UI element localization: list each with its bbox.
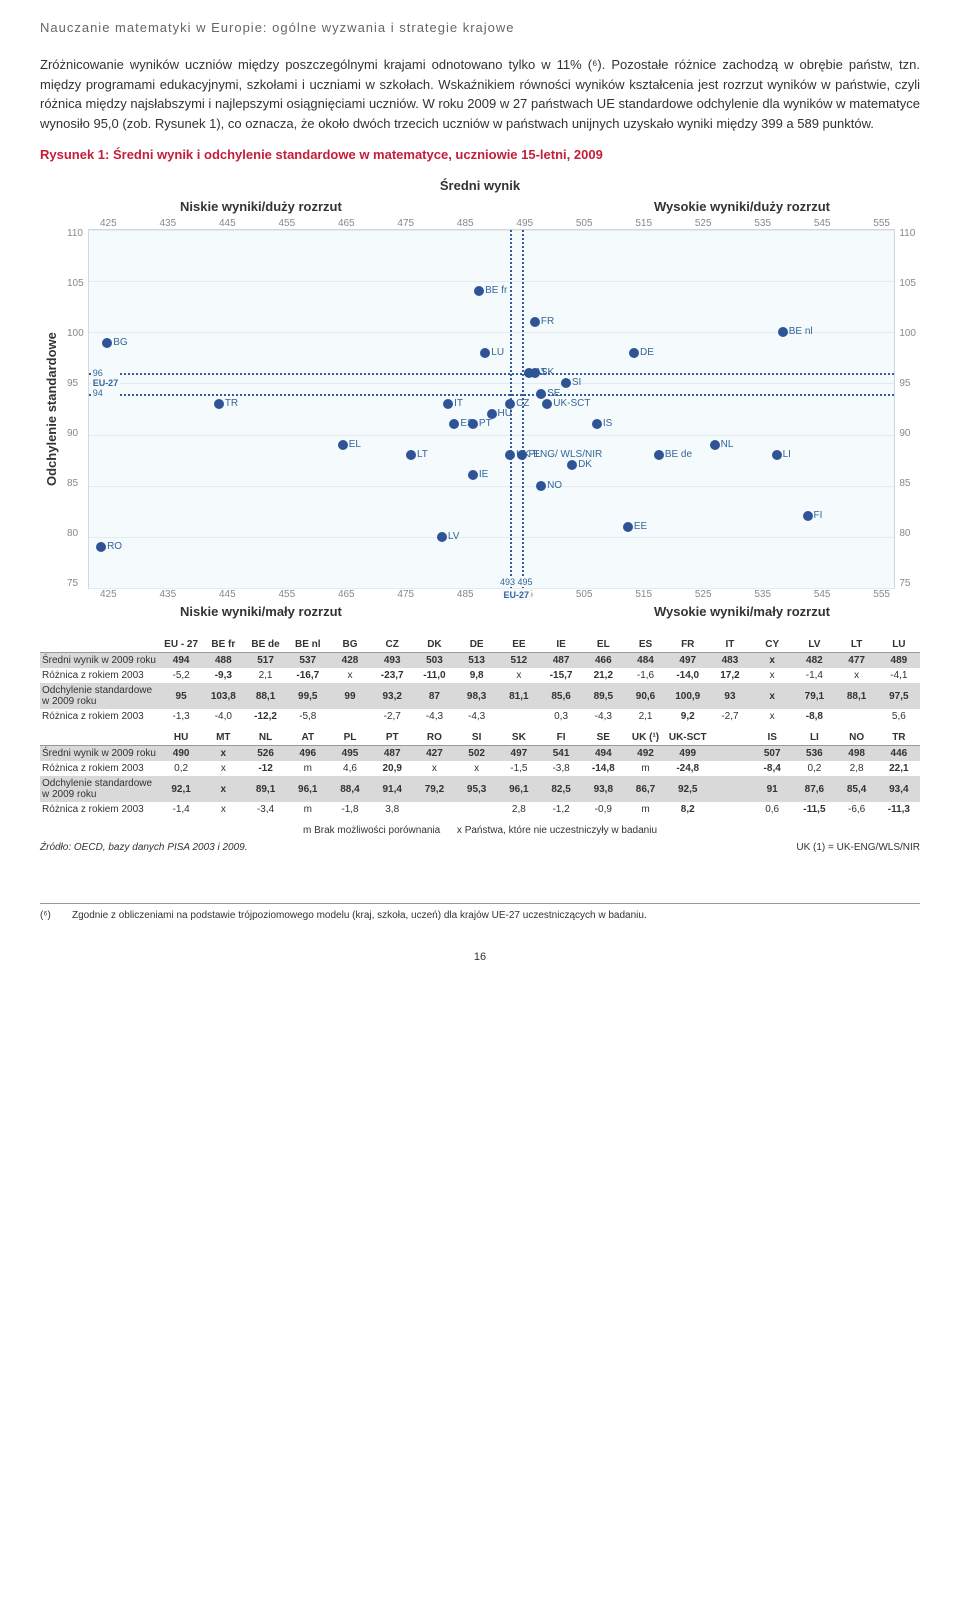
- data-point: [437, 532, 447, 542]
- figure-title: Rysunek 1: Średni wynik i odchylenie sta…: [40, 147, 920, 162]
- data-point: [474, 286, 484, 296]
- data-point-label: PT: [479, 418, 492, 429]
- data-point: [449, 419, 459, 429]
- data-point-label: FR: [541, 316, 554, 327]
- y-axis-right: 1101051009590858075: [895, 229, 920, 589]
- row-label: Średni wynik w 2009 roku: [40, 746, 160, 762]
- data-point: [443, 399, 453, 409]
- legend-m: m Brak możliwości porównania: [303, 825, 440, 836]
- data-point-label: LI: [783, 449, 791, 460]
- footnote: (⁶) Zgodnie z obliczeniami na podstawie …: [40, 903, 920, 921]
- data-point: [530, 317, 540, 327]
- data-point-label: BE fr: [485, 285, 507, 296]
- data-point: [710, 440, 720, 450]
- data-point-label: EE: [634, 521, 647, 532]
- body-paragraph: Zróżnicowanie wyników uczniów między pos…: [40, 55, 920, 133]
- row-label: Różnica z rokiem 2003: [40, 802, 160, 817]
- data-point: [480, 348, 490, 358]
- data-point-label: DE: [640, 347, 654, 358]
- data-point: [542, 399, 552, 409]
- data-point: [517, 450, 527, 460]
- row-label: Odchylenie standardowe w 2009 roku: [40, 683, 160, 709]
- data-point: [623, 522, 633, 532]
- data-point: [102, 338, 112, 348]
- quad-label-bottom-right: Wysokie wyniki/mały rozrzut: [654, 604, 830, 619]
- data-point-label: UK-SCT: [553, 398, 590, 409]
- data-point-label: SI: [572, 377, 581, 388]
- row-label: Różnica z rokiem 2003: [40, 709, 160, 724]
- data-point-label: BG: [113, 337, 127, 348]
- data-point: [536, 389, 546, 399]
- row-label: Różnica z rokiem 2003: [40, 668, 160, 683]
- table-1: EU - 27BE frBE deBE nlBGCZDKDEEEIEELESFR…: [40, 637, 920, 724]
- data-point: [530, 368, 540, 378]
- data-point-label: BE nl: [789, 326, 813, 337]
- data-point-label: PL: [528, 449, 540, 460]
- source-text: Źródło: OECD, bazy danych PISA 2003 i 20…: [40, 842, 248, 853]
- chart-x-label: Średni wynik: [40, 178, 920, 193]
- data-point: [468, 470, 478, 480]
- page-number: 16: [40, 951, 920, 963]
- data-point: [214, 399, 224, 409]
- y-axis-label: Odchylenie standardowe: [40, 229, 63, 589]
- data-point-label: NL: [721, 439, 734, 450]
- data-point: [96, 542, 106, 552]
- data-point-label: CZ: [516, 398, 529, 409]
- data-point: [803, 511, 813, 521]
- footnote-marker: (⁶): [40, 910, 60, 921]
- data-point: [629, 348, 639, 358]
- legend-x: x Państwa, które nie uczestniczyły w bad…: [457, 825, 657, 836]
- quad-label-bottom-left: Niskie wyniki/mały rozrzut: [180, 604, 342, 619]
- data-point: [505, 399, 515, 409]
- scatter-chart: Średni wynik Niskie wyniki/duży rozrzut …: [40, 178, 920, 623]
- data-point: [561, 378, 571, 388]
- data-point: [592, 419, 602, 429]
- data-point-label: IE: [479, 469, 488, 480]
- data-tables: EU - 27BE frBE deBE nlBGCZDKDEEEIEELESFR…: [40, 637, 920, 853]
- quad-label-top-left: Niskie wyniki/duży rozrzut: [180, 199, 342, 214]
- data-point-label: IS: [603, 418, 612, 429]
- data-point-label: DK: [578, 459, 592, 470]
- data-point-label: NO: [547, 480, 562, 491]
- data-point-label: SK: [541, 367, 554, 378]
- data-point: [468, 419, 478, 429]
- table-legend: m Brak możliwości porównania x Państwa, …: [40, 825, 920, 836]
- quad-label-top-right: Wysokie wyniki/duży rozrzut: [654, 199, 830, 214]
- data-point-label: FI: [814, 510, 823, 521]
- data-point-label: IT: [454, 398, 463, 409]
- data-point-label: TR: [225, 398, 238, 409]
- x-axis-bottom: 4254354454554654754854955055155255355455…: [40, 589, 920, 600]
- running-header: Nauczanie matematyki w Europie: ogólne w…: [40, 20, 920, 35]
- plot-area: 493 495EU-2796EU-2794BGROTRELLTLVIEBE fr…: [88, 229, 896, 589]
- y-axis-left: 1101051009590858075: [63, 229, 88, 589]
- source-right: UK (1) = UK-ENG/WLS/NIR: [796, 842, 920, 853]
- data-point: [487, 409, 497, 419]
- data-point-label: LU: [491, 347, 504, 358]
- footnote-text: Zgodnie z obliczeniami na podstawie trój…: [72, 910, 647, 921]
- data-point: [772, 450, 782, 460]
- data-point: [338, 440, 348, 450]
- data-point: [567, 460, 577, 470]
- data-point: [778, 327, 788, 337]
- row-label: Średni wynik w 2009 roku: [40, 653, 160, 669]
- row-label: Różnica z rokiem 2003: [40, 761, 160, 776]
- data-point: [505, 450, 515, 460]
- data-point: [406, 450, 416, 460]
- x-axis-top: 4254354454554654754854955055155255355455…: [40, 218, 920, 229]
- data-point: [654, 450, 664, 460]
- data-point-label: RO: [107, 541, 122, 552]
- row-label: Odchylenie standardowe w 2009 roku: [40, 776, 160, 802]
- data-point-label: LT: [417, 449, 428, 460]
- data-point-label: LV: [448, 531, 460, 542]
- data-point: [536, 481, 546, 491]
- data-point-label: HU: [498, 408, 512, 419]
- table-2: HUMTNLATPLPTROSISKFISEUK (¹)UK-SCTISLINO…: [40, 730, 920, 817]
- data-point-label: EL: [349, 439, 361, 450]
- data-point-label: BE de: [665, 449, 692, 460]
